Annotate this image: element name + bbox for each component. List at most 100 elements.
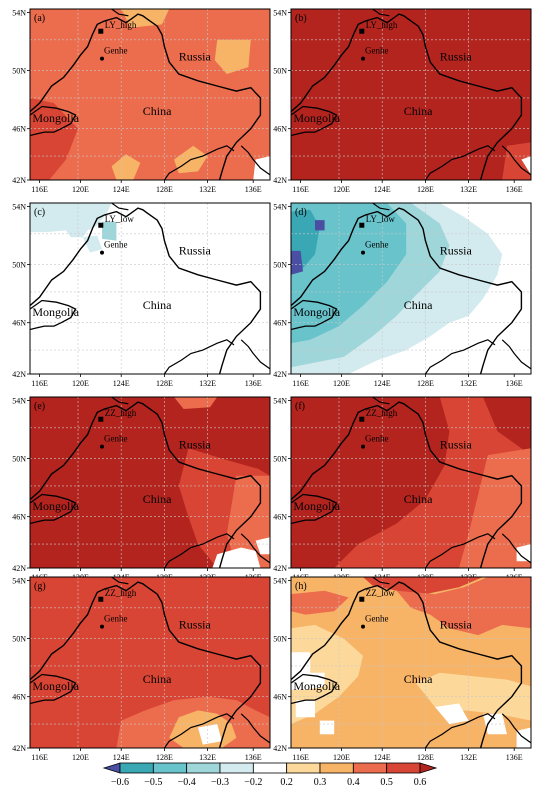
lat-tick-label: 54N [273,576,287,585]
panel-label: (b) [295,13,307,24]
border-segment [372,203,390,211]
lon-tick-label: 128E [156,185,173,194]
lon-tick-label: 128E [156,753,173,762]
station-label: ZZ_high [105,408,137,418]
contour-region [111,154,141,180]
genhe-marker [361,250,365,255]
mongolia-border [30,299,77,331]
lon-tick-label: 136E [506,379,523,388]
coastline [424,713,496,748]
contour-region [363,577,483,595]
lon-tick-label: 128E [417,185,434,194]
station-label: ZZ_high [366,408,398,418]
station-label: LY_high [366,20,398,30]
border-segment [372,397,390,405]
genhe-marker [361,444,365,449]
panel-e-field [30,397,270,568]
coastline [424,533,496,568]
panel-g-field [30,577,270,748]
lat-tick-label: 42N [12,176,26,185]
contour-region [291,652,325,690]
russia-label: Russia [440,243,473,257]
russia-label: Russia [179,49,212,63]
contour-region [253,156,270,180]
lon-tick-label: 128E [156,379,173,388]
panel-label: (h) [295,581,307,592]
panel-frame [29,8,271,181]
station-marker [98,416,104,422]
border-segment [372,9,390,17]
colorbar-box [386,762,421,774]
lon-tick-label: 120E [333,185,350,194]
lon-tick-label: 120E [333,753,350,762]
lat-tick-label: 46N [12,319,26,328]
china-label: China [143,104,172,118]
china-label: China [404,672,433,686]
lat-tick-label: 42N [273,176,287,185]
china-label: China [404,298,433,312]
coastline [240,713,270,744]
lat-tick-label: 50N [12,67,26,76]
panel-b-field [291,9,531,180]
coastline [501,533,531,564]
colorbar-box [219,762,254,774]
station-label: ZZ_high [105,588,137,598]
contour-region [30,97,78,180]
panel-frame [29,202,271,375]
station-label: LY_low [105,214,135,224]
mongolia-label: Mongolia [32,111,79,125]
coastline [163,533,235,568]
station-marker [98,28,104,34]
contour-region [363,254,531,374]
lon-tick-label: 132E [199,379,216,388]
china-russia-border [291,581,523,748]
mongolia-label: Mongolia [32,499,79,513]
genhe-marker [361,56,365,61]
lon-tick-label: 116E [31,753,48,762]
panel-label: (f) [295,401,305,412]
lon-tick-label: 120E [72,379,89,388]
panel-frame [290,396,532,569]
lon-tick-label: 116E [292,379,309,388]
field-background [291,9,531,180]
station-marker [359,222,365,228]
coastline [501,339,531,370]
mongolia-border [291,105,338,137]
lat-tick-label: 54N [12,8,26,17]
coastline [424,145,496,180]
panel-d: (d) LY_low Genhe Russia China Mongolia 54N 50N 4… [273,202,532,388]
lon-tick-label: 136E [245,185,262,194]
panel-label: (e) [34,401,45,412]
contour-region [291,250,303,275]
coastline [501,145,531,176]
lon-tick-label: 120E [72,753,89,762]
china-russia-border [30,207,262,374]
contour-region [102,221,117,241]
genhe-label: Genhe [104,240,128,250]
coastline [240,533,270,564]
panel-frame [290,576,532,749]
lon-tick-label: 136E [506,185,523,194]
lat-tick-label: 54N [12,202,26,211]
contour-region [198,724,222,745]
colorbar-tick-label: 0.3 [314,777,327,788]
genhe-label: Genhe [104,434,128,444]
panel-a-field [30,9,270,180]
lat-tick-label: 42N [12,370,26,379]
china-label: China [143,298,172,312]
lat-tick-label: 54N [273,396,287,405]
lat-tick-label: 50N [12,455,26,464]
colorbar-box [152,762,188,774]
lat-tick-label: 46N [273,693,287,702]
contour-region [30,203,112,238]
lon-tick-label: 120E [72,185,89,194]
colorbar-extend-low [102,762,121,774]
lon-tick-label: 136E [245,753,262,762]
lat-tick-label: 54N [12,396,26,405]
russia-label: Russia [179,243,212,257]
genhe-label: Genhe [104,46,128,56]
lat-tick-label: 42N [273,564,287,573]
genhe-marker [100,624,104,629]
contour-region [295,700,315,718]
